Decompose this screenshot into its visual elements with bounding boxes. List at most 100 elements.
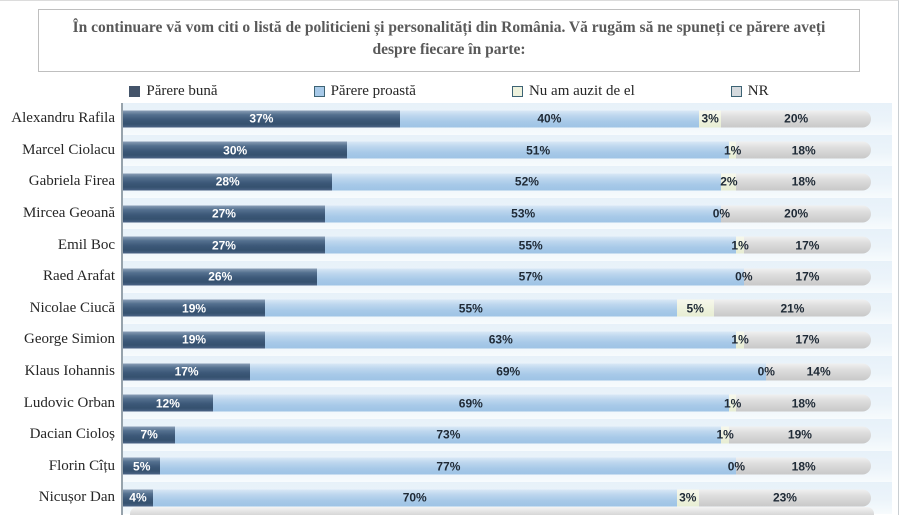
chart-bottom-edge (130, 507, 874, 515)
chart-title-box: În continuare vă vom citi o listă de pol… (38, 9, 860, 72)
bar-track: 12% 69% 1% 18% (123, 387, 892, 419)
legend-item: Părere bună (129, 83, 218, 100)
bar-value-label: 7% (140, 427, 158, 442)
chart-row: Mircea Geoană 27% 53% 0% 20% (0, 197, 892, 230)
bar-value-label: 40% (537, 111, 562, 126)
bar-value-label: 23% (772, 490, 797, 505)
stacked-bar: 7% 73% 1% 19% (123, 426, 871, 444)
legend-item: NR (730, 83, 769, 100)
bar-segment (728, 394, 737, 412)
bar-value-label: 69% (458, 396, 483, 411)
stacked-bar: 19% 63% 1% 17% (123, 331, 871, 349)
bar-value-label: 19% (182, 332, 207, 347)
legend-item: Nu am auzit de el (511, 83, 635, 100)
bar-value-label: 73% (436, 427, 461, 442)
bar-segment (123, 457, 161, 475)
bar-segment (152, 489, 677, 507)
stacked-bar: 30% 51% 1% 18% (123, 141, 871, 159)
bar-value-label: 19% (787, 427, 812, 442)
bar-value-label: 1% (731, 332, 749, 347)
bar-value-label: 21% (780, 301, 805, 316)
bar-segment (123, 205, 325, 223)
legend-label: Nu am auzit de el (528, 83, 635, 100)
bar-value-label: 27% (211, 206, 236, 221)
legend-label: Părere proastă (330, 83, 416, 100)
chart-row: Marcel Ciolacu 30% 51% 1% 18% (0, 134, 892, 167)
bar-value-label: 27% (211, 238, 236, 253)
bar-segment (743, 268, 871, 286)
bar-segment (743, 236, 871, 254)
bar-segment (676, 489, 699, 507)
bar-value-label: 0% (735, 269, 753, 284)
bar-segment (123, 141, 348, 159)
bar-segment (250, 363, 767, 381)
bar-value-label: 5% (686, 301, 704, 316)
chart-title: În continuare vă vom citi o listă de pol… (72, 19, 826, 59)
bar-segment (721, 173, 737, 191)
bar-value-label: 55% (458, 301, 483, 316)
stacked-bar: 19% 55% 5% 21% (123, 299, 871, 317)
bar-value-label: 37% (249, 111, 274, 126)
bar-segment (123, 489, 153, 507)
bar-track: 5% 77% 0% 18% (123, 450, 892, 483)
bar-value-label: 3% (701, 111, 719, 126)
bar-segment (123, 331, 266, 349)
bar-value-label: 69% (496, 364, 521, 379)
bar-segment (123, 299, 266, 317)
bar-value-label: 0% (757, 364, 775, 379)
legend-item: Părere proastă (313, 83, 416, 100)
chart-row: Raed Arafat 26% 57% 0% 17% (0, 260, 892, 293)
bar-segment (698, 110, 722, 128)
bar-segment (175, 426, 722, 444)
chart-plot-area: Alexandru Rafila 37% 40% 3% 20% Marcel Ciolac… (0, 101, 898, 515)
bar-value-label: 4% (129, 490, 147, 505)
bar-segment (721, 110, 871, 128)
bar-segment (332, 173, 722, 191)
bar-value-label: 52% (514, 174, 539, 189)
chart-rows: Alexandru Rafila 37% 40% 3% 20% Marcel Ciolac… (0, 103, 892, 515)
chart-row: Ludovic Orban 12% 69% 1% 18% (0, 387, 892, 419)
stacked-bar: 28% 52% 2% 18% (123, 173, 871, 191)
bar-track: 27% 53% 0% 20% (123, 197, 892, 230)
bar-segment (212, 394, 729, 412)
bar-value-label: 17% (174, 364, 199, 379)
bar-segment (123, 236, 325, 254)
chart-legend: Părere bună Părere proastă Nu am auzit de … (0, 81, 898, 103)
bar-track: 19% 55% 5% 21% (123, 292, 892, 325)
stacked-bar: 27% 53% 0% 20% (123, 205, 871, 223)
chart-row: Nicolae Ciucă 19% 55% 5% 21% (0, 292, 892, 325)
bar-segment (265, 299, 677, 317)
bar-segment (736, 141, 871, 159)
bar-track: 26% 57% 0% 17% (123, 260, 892, 293)
bar-value-label: 51% (526, 143, 551, 158)
bar-segment (728, 426, 871, 444)
y-axis-line (121, 103, 123, 515)
bar-value-label: 53% (511, 206, 536, 221)
bar-value-label: 18% (791, 174, 816, 189)
legend-label: Părere bună (146, 83, 218, 100)
category-label: Klaus Iohannis (24, 363, 115, 380)
chart-row: Klaus Iohannis 17% 69% 0% 14% (0, 355, 892, 388)
bar-value-label: 26% (208, 269, 233, 284)
category-label: Florin Cîțu (48, 457, 115, 474)
bar-segment (736, 457, 871, 475)
bar-value-label: 14% (806, 364, 831, 379)
bar-segment (736, 331, 744, 349)
bar-segment (399, 110, 699, 128)
bar-value-label: 5% (133, 459, 151, 474)
bar-segment (317, 268, 744, 286)
bar-value-label: 1% (723, 143, 742, 158)
bar-value-label: 1% (716, 427, 734, 442)
chart-row: Florin Cîțu 5% 77% 0% 18% (0, 450, 892, 483)
bar-value-label: 1% (723, 396, 742, 411)
chart-row: Gabriela Firea 28% 52% 2% 18% (0, 166, 892, 198)
bar-track: 30% 51% 1% 18% (123, 134, 892, 167)
bar-track: 19% 63% 1% 17% (123, 324, 892, 356)
bar-value-label: 1% (731, 238, 749, 253)
bar-value-label: 28% (215, 174, 240, 189)
bar-value-label: 18% (791, 459, 816, 474)
category-label: Emil Boc (57, 236, 115, 253)
bar-value-label: 57% (518, 269, 543, 284)
bar-value-label: 0% (712, 206, 731, 221)
